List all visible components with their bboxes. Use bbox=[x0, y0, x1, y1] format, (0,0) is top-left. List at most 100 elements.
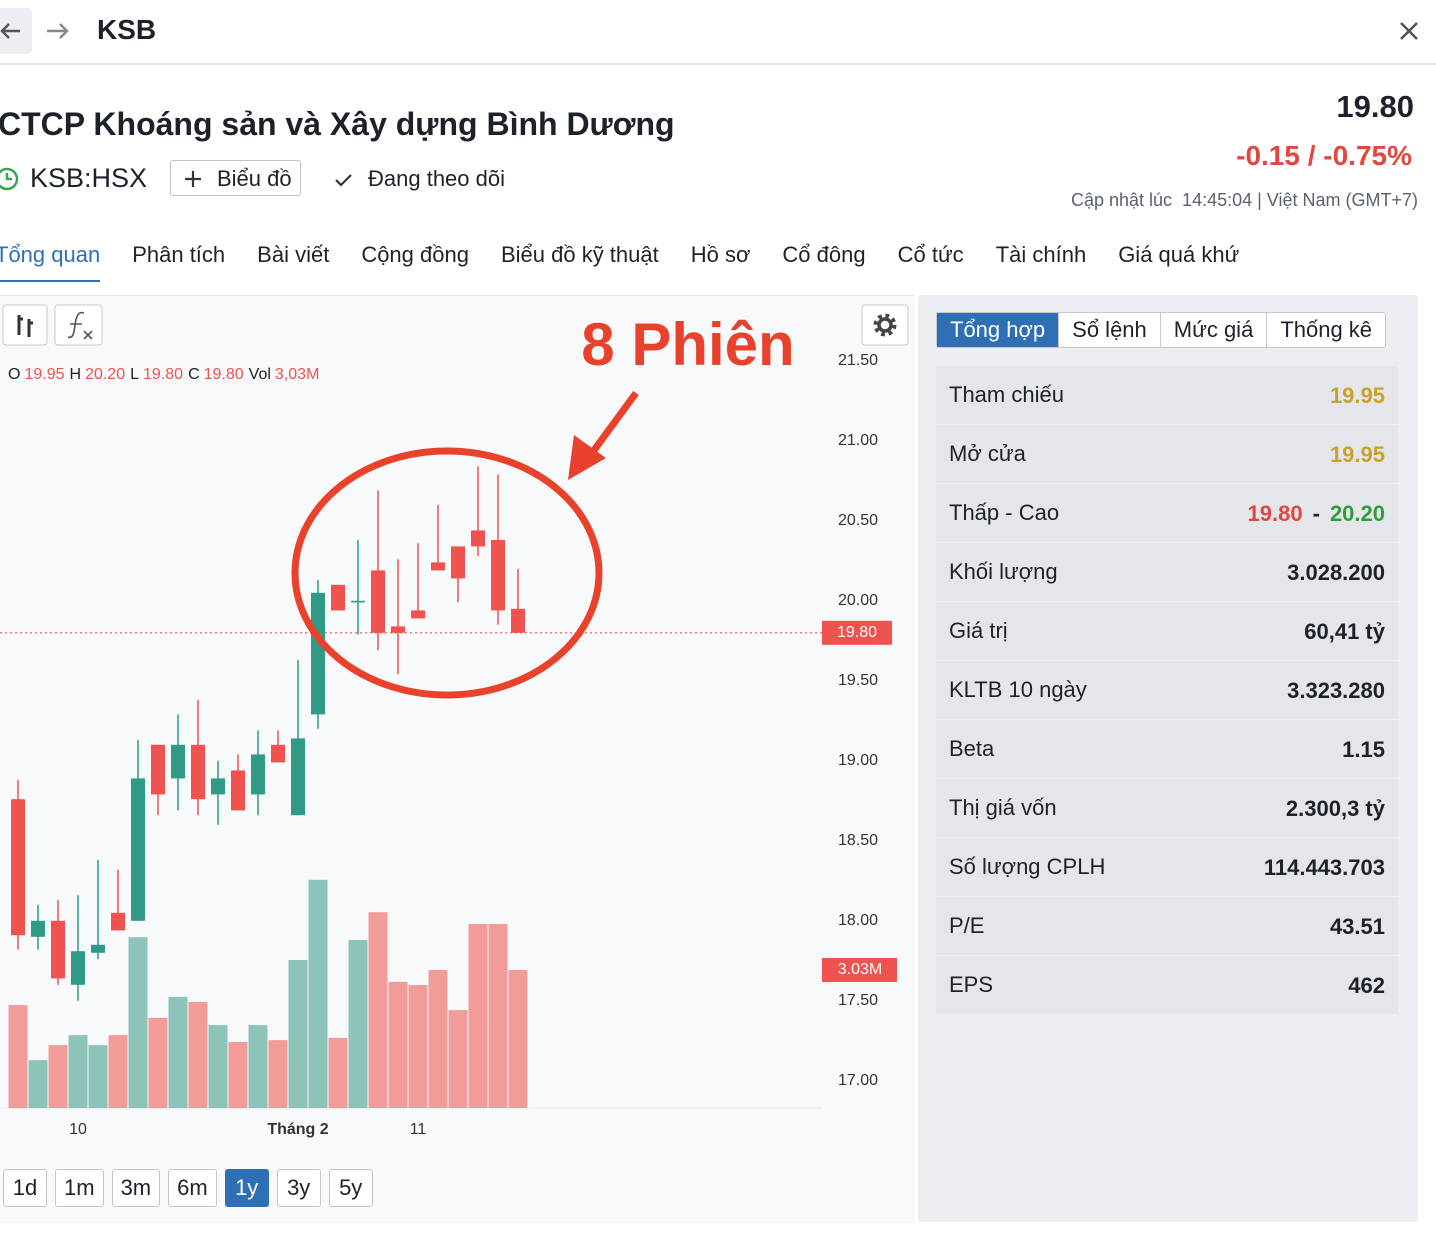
candle-body bbox=[231, 770, 245, 811]
formula-tool[interactable] bbox=[54, 304, 103, 346]
legend-value: 19.80 bbox=[143, 366, 183, 383]
stats-label: Khối lượng bbox=[949, 559, 1058, 584]
stats-label: Tham chiếu bbox=[949, 382, 1064, 407]
settings-button[interactable] bbox=[861, 304, 909, 346]
candle-tool[interactable] bbox=[2, 304, 48, 346]
volume-bar bbox=[48, 1045, 68, 1108]
volume-bar bbox=[488, 923, 508, 1108]
candle-body bbox=[471, 530, 485, 547]
volume-bar bbox=[8, 1005, 28, 1108]
stats-row: Giá trị 60,41 tỷ bbox=[936, 602, 1398, 660]
nav-tab[interactable]: Giá quá khứ bbox=[1118, 242, 1240, 267]
stats-value-text: 19.95 bbox=[1329, 383, 1385, 408]
period-button[interactable]: 3m bbox=[111, 1169, 161, 1207]
candle-body bbox=[171, 744, 185, 779]
candle-body bbox=[411, 610, 425, 619]
x-tick-label: Tháng 2 bbox=[267, 1121, 328, 1138]
stats-value: 60,41 tỷ bbox=[1304, 619, 1385, 645]
candle-body bbox=[71, 951, 85, 985]
volume-bar bbox=[308, 879, 328, 1108]
stats-high: 20.20 bbox=[1329, 501, 1385, 526]
stats-tab[interactable]: Thống kê bbox=[1266, 313, 1385, 347]
stats-value: 1.15 bbox=[1342, 737, 1385, 763]
volume-bar bbox=[68, 1035, 88, 1108]
nav-tab[interactable]: Cổ đông bbox=[782, 242, 866, 267]
candle-tool-icon bbox=[17, 315, 33, 337]
top-bar: KSB bbox=[0, 0, 1436, 65]
candle-body bbox=[351, 600, 365, 603]
close-button[interactable] bbox=[1398, 20, 1420, 42]
volume-bar bbox=[388, 981, 408, 1108]
chart-button[interactable]: Biểu đồ bbox=[170, 160, 301, 196]
period-button[interactable]: 1m bbox=[55, 1169, 104, 1207]
y-tick-label: 19.50 bbox=[838, 672, 878, 689]
period-buttons: 1d 1m 3m 6m 1y 3y 5y bbox=[3, 1169, 373, 1207]
back-icon bbox=[0, 23, 20, 39]
stats-label: Mở cửa bbox=[949, 441, 1026, 466]
check-icon bbox=[335, 174, 352, 187]
nav-tab[interactable]: Phân tích bbox=[132, 242, 226, 267]
volume-bar bbox=[408, 985, 428, 1108]
nav-tabs: Tổng quan Phân tích Bài viết Cộng đồng Biểu … bbox=[0, 242, 1239, 282]
volume-bar bbox=[208, 1025, 228, 1108]
stats-label: Thị giá vốn bbox=[949, 795, 1057, 820]
nav-tab[interactable]: Cộng đồng bbox=[361, 242, 469, 267]
period-button[interactable]: 5y bbox=[328, 1169, 373, 1207]
volume-bar bbox=[148, 1017, 168, 1108]
period-button[interactable]: 3y bbox=[276, 1169, 321, 1207]
volume-bar bbox=[248, 1025, 268, 1108]
candle-body bbox=[31, 920, 45, 937]
period-button[interactable]: 6m bbox=[168, 1169, 217, 1207]
last-price-tag bbox=[822, 620, 892, 645]
stats-tab[interactable]: Sổ lệnh bbox=[1058, 313, 1160, 347]
legend-key: H bbox=[70, 366, 82, 383]
nav-tab[interactable]: Cổ tức bbox=[897, 242, 964, 267]
arrow-shaft bbox=[589, 390, 639, 456]
period-button[interactable]: 1d bbox=[3, 1169, 47, 1207]
stats-value: 462 bbox=[1348, 973, 1385, 999]
stats-value: 19.95 bbox=[1330, 383, 1385, 409]
forward-button[interactable] bbox=[47, 23, 69, 39]
nav-tab[interactable]: Bài viết bbox=[257, 242, 330, 267]
stats-tab[interactable]: Tổng hợp bbox=[937, 313, 1059, 347]
stats-row: Số lượng CPLH 114.443.703 bbox=[936, 838, 1398, 896]
candle-body bbox=[431, 562, 445, 571]
nav-tab[interactable]: Tài chính bbox=[995, 242, 1087, 267]
nav-tab[interactable]: Hồ sơ bbox=[690, 242, 751, 267]
stats-label: KLTB 10 ngày bbox=[949, 677, 1087, 702]
candle-body bbox=[191, 744, 205, 800]
volume-bar bbox=[368, 912, 388, 1108]
check bbox=[335, 174, 352, 187]
volume-bar bbox=[448, 1010, 468, 1108]
y-tick-label: 18.00 bbox=[838, 912, 878, 929]
clock-icon bbox=[0, 167, 19, 191]
period-button[interactable]: 1y bbox=[224, 1169, 269, 1207]
highlight-ellipse bbox=[291, 447, 603, 699]
y-tick-label: 17.00 bbox=[838, 1072, 878, 1089]
nav-tab[interactable]: Biểu đồ kỹ thuật bbox=[500, 242, 659, 267]
x-tick-label: 11 bbox=[410, 1121, 427, 1138]
nav-tab[interactable]: Tổng quan bbox=[0, 242, 101, 282]
stats-value-text: 3.323.280 bbox=[1287, 678, 1385, 703]
legend-value: 19.80 bbox=[204, 366, 244, 383]
volume-bar bbox=[328, 1037, 348, 1108]
company-name: CTCP Khoáng sản và Xây dựng Bình Dương bbox=[0, 106, 675, 142]
x-tick-label: 10 bbox=[69, 1121, 87, 1138]
candle-body bbox=[271, 744, 285, 763]
y-tick-label: 21.50 bbox=[838, 352, 878, 369]
candle-body bbox=[11, 799, 25, 936]
stats-value: 3.028.200 bbox=[1287, 560, 1385, 586]
update-time: Cập nhật lúc 14:45:04 | Việt Nam (GMT+7) bbox=[1070, 190, 1418, 210]
volume-bar bbox=[108, 1035, 128, 1108]
last-volume-tag bbox=[822, 957, 897, 982]
candle-body bbox=[451, 546, 465, 579]
follow-button[interactable]: Đang theo dõi bbox=[368, 166, 505, 191]
stats-table: Tham chiếu 19.95 Mở cửa 19.95 Thấp - Cao 19.8… bbox=[936, 366, 1398, 1015]
ohlc-legend: O 19.95 H 20.20 L 19.80 C 19.80 Vol 3,03M bbox=[8, 366, 319, 383]
candle-body bbox=[491, 540, 505, 611]
stats-tab[interactable]: Mức giá bbox=[1159, 313, 1267, 347]
volume-bar bbox=[348, 939, 368, 1108]
chart: O 19.95 H 20.20 L 19.80 C 19.80 Vol 3,03M17.0017.… bbox=[0, 304, 909, 1138]
candle-body bbox=[151, 744, 165, 795]
